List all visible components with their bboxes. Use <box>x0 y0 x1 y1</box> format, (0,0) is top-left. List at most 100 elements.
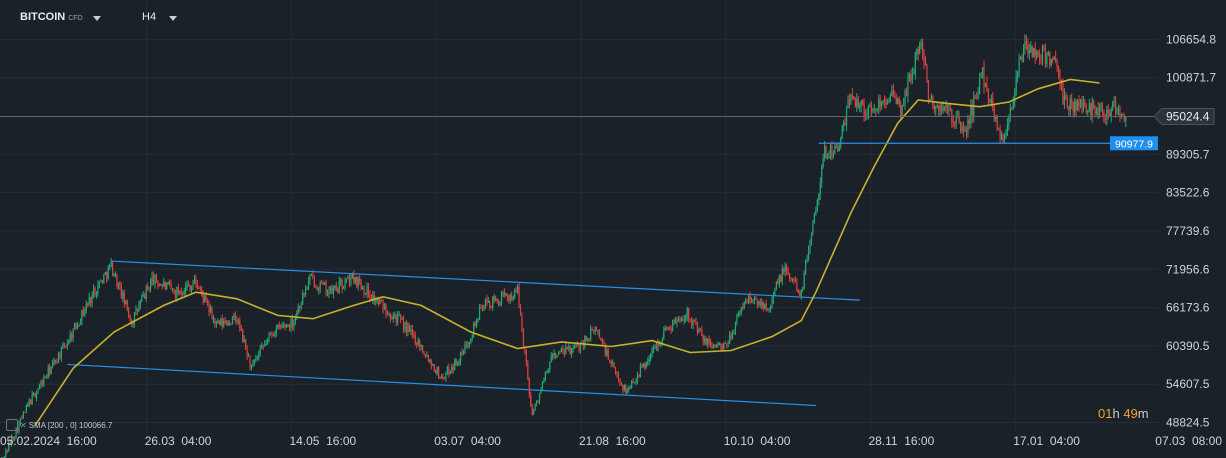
candle-body <box>268 333 270 339</box>
candle-body <box>30 400 32 405</box>
candle-body <box>462 353 465 355</box>
candle-body <box>1085 106 1087 113</box>
candle-body <box>452 366 454 370</box>
candle-body <box>543 380 545 382</box>
candle-body <box>277 324 279 329</box>
candle-body <box>718 343 720 345</box>
candle-body <box>423 351 425 354</box>
chevron-down-icon[interactable] <box>93 16 101 21</box>
candle-body <box>1110 109 1112 117</box>
candle-body <box>75 323 77 329</box>
candle-body <box>936 105 938 107</box>
candle-body <box>28 400 30 405</box>
candle-body <box>474 323 476 326</box>
close-icon[interactable]: ✕ <box>20 421 27 430</box>
indicator-settings-icon[interactable] <box>6 419 18 431</box>
candle-body <box>215 322 217 324</box>
candle-body <box>1071 98 1073 103</box>
candle-body <box>976 97 978 99</box>
candle-body <box>1116 111 1118 113</box>
candle-body <box>1090 103 1092 117</box>
candle-body <box>11 437 13 445</box>
candle-body <box>212 318 215 320</box>
candle-body <box>518 286 520 308</box>
candle-body <box>25 405 27 413</box>
trendline-upper[interactable] <box>111 260 860 301</box>
candle-body <box>712 347 715 349</box>
candle-body <box>826 157 829 159</box>
candle-body <box>56 362 58 364</box>
candle-body <box>133 312 136 324</box>
candle-body <box>632 380 634 383</box>
candle-body <box>629 387 631 389</box>
candle-body <box>945 103 947 109</box>
candle-body <box>709 342 712 346</box>
trendline-lower[interactable] <box>67 363 816 407</box>
candle-body <box>331 286 333 294</box>
candle-body <box>1117 108 1120 112</box>
candle-body <box>1028 50 1030 53</box>
candle-body <box>1074 100 1076 112</box>
candle-body <box>348 276 351 285</box>
candle-body <box>220 318 222 325</box>
candle-body <box>309 274 311 281</box>
chevron-down-icon[interactable] <box>169 16 177 21</box>
candle-body <box>731 333 734 340</box>
price-levels[interactable]: 95024.4 90977.9 <box>0 107 1215 151</box>
candle-body <box>1046 54 1048 65</box>
candle-body <box>344 279 346 288</box>
candle-body <box>506 293 508 298</box>
candle-body <box>476 320 478 326</box>
candle-body <box>965 130 968 133</box>
candle-body <box>930 95 932 100</box>
candle-body <box>1103 112 1105 120</box>
candle-body <box>1057 66 1060 76</box>
candle-body <box>977 93 979 98</box>
candle-body <box>682 319 684 321</box>
candle-body <box>869 105 871 107</box>
candle-body <box>356 277 358 287</box>
timeframe-selector[interactable]: H4 <box>142 11 157 23</box>
candle-body <box>723 342 725 350</box>
candle-body <box>386 314 389 316</box>
candle-body <box>199 288 201 290</box>
candle-body <box>497 301 500 306</box>
indicator-legend[interactable]: ✕ SMA [200 , 0] 100066.7 <box>20 421 112 430</box>
candle-body <box>328 290 330 294</box>
candle-body <box>742 307 744 309</box>
candle-body <box>591 329 593 331</box>
candle-body <box>819 182 821 195</box>
candle-body <box>1055 57 1057 62</box>
candle-body <box>652 348 655 350</box>
support-tag <box>1110 136 1158 151</box>
candle-body <box>242 329 244 342</box>
candle-body <box>240 328 242 330</box>
candle-body <box>810 233 813 241</box>
candle-body <box>271 333 273 335</box>
candle-body <box>897 98 899 105</box>
candle-body <box>1123 115 1125 121</box>
candle-body <box>478 306 481 319</box>
candle-body <box>31 394 33 405</box>
candle-body <box>673 319 675 324</box>
candle-body <box>114 274 117 276</box>
candle-body <box>359 278 361 284</box>
candle-body <box>875 109 877 111</box>
candle-body <box>1120 114 1123 116</box>
candle-body <box>579 343 582 351</box>
candle-body <box>954 122 956 124</box>
candle-body <box>689 319 691 321</box>
candle-body <box>402 318 405 331</box>
candle-body <box>138 305 140 311</box>
candle-body <box>446 366 449 372</box>
candle-body <box>1037 51 1039 56</box>
candle-body <box>53 360 55 363</box>
candle-body <box>8 442 10 451</box>
candle-body <box>245 339 247 349</box>
trendlines[interactable] <box>67 260 860 407</box>
symbol-selector[interactable]: BITCOIN CFD <box>20 11 83 23</box>
candle-body <box>329 286 332 291</box>
candle-body <box>160 284 162 286</box>
candle-body <box>1087 111 1089 113</box>
